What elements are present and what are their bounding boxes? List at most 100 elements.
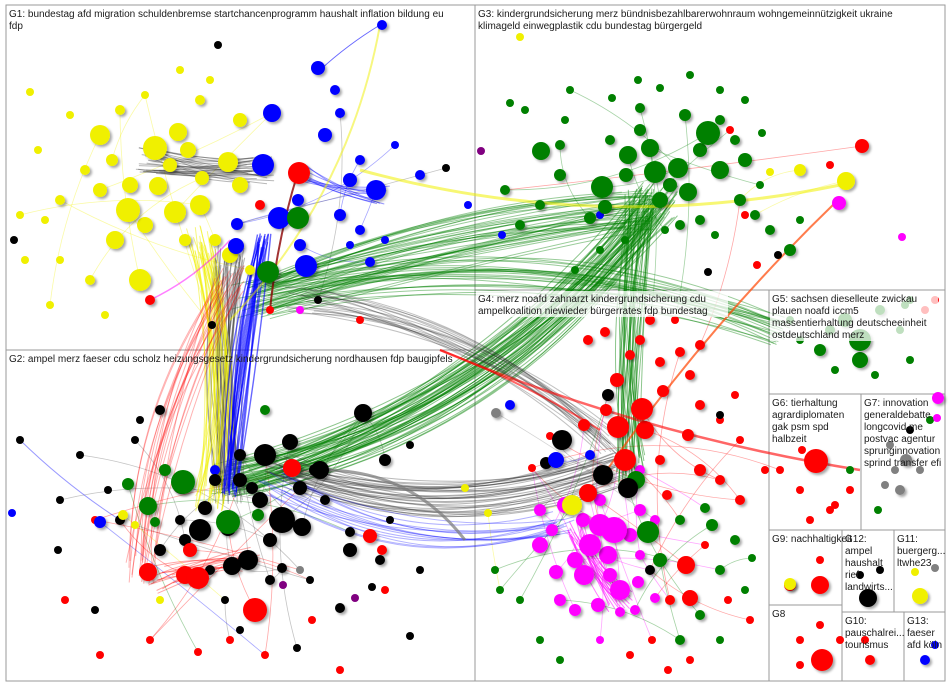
graph-node (816, 621, 824, 629)
graph-node (311, 61, 325, 75)
graph-node (603, 568, 617, 582)
edge-bundle (231, 216, 652, 485)
edge-bundle (143, 287, 241, 580)
graph-node (334, 209, 346, 221)
graph-node (139, 563, 157, 581)
graph-node (734, 194, 746, 206)
graph-node (726, 126, 734, 134)
graph-node (682, 590, 698, 606)
edge-bundle (242, 203, 642, 480)
edge-bundle (232, 198, 653, 476)
graph-node (831, 501, 839, 509)
graph-node (846, 466, 854, 474)
graph-node (784, 244, 796, 256)
graph-node (562, 495, 582, 515)
graph-node (806, 516, 814, 524)
edge-bundle (274, 454, 627, 499)
edge-bundle (618, 189, 655, 482)
edge-bundle (232, 200, 654, 484)
graph-node (585, 450, 595, 460)
graph-node (216, 510, 240, 534)
graph-node (554, 594, 566, 606)
edge-bundle (292, 455, 622, 500)
edge-bundle (282, 472, 575, 534)
label-g7-line-3: longcovid me (864, 422, 923, 433)
edge-bundle (128, 272, 234, 583)
edge-bundle (148, 159, 260, 176)
edge-bundle (152, 557, 236, 577)
graph-node (198, 501, 212, 515)
edge-bundle (153, 287, 239, 584)
graph-node (149, 177, 167, 195)
graph-node (716, 411, 724, 419)
graph-node (636, 421, 654, 439)
graph-node (311, 461, 329, 479)
graph-node (552, 430, 572, 450)
graph-node (535, 200, 545, 210)
label-g3: G3: kindergrundsicherung merz bündnisbez… (478, 9, 893, 32)
edge (214, 469, 249, 561)
graph-node (228, 238, 244, 254)
label-g11-line-3: ltwhe23 (897, 558, 932, 569)
edge-bundle (161, 152, 268, 185)
graph-node (567, 552, 583, 568)
graph-node (618, 478, 638, 498)
edge-bundle (286, 307, 607, 453)
graph-node (146, 636, 154, 644)
graph-node (652, 192, 668, 208)
graph-node (442, 164, 450, 172)
label-g9-line-1: G9: nachhaltigkeit (772, 534, 852, 545)
label-g10-line-3: tourismus (845, 640, 888, 651)
graph-node (933, 414, 941, 422)
graph-node (137, 217, 153, 233)
edge-bundle (269, 228, 650, 320)
edge-bundle (211, 218, 649, 491)
edge-bundle (621, 202, 655, 479)
graph-node (269, 507, 295, 533)
edge-bundle (264, 458, 614, 489)
graph-node (164, 201, 186, 223)
graph-node (139, 497, 157, 515)
graph-node (655, 357, 665, 367)
graph-node (129, 269, 151, 291)
graph-node (556, 656, 564, 664)
graph-node (608, 94, 616, 102)
graph-node (634, 76, 642, 84)
graph-node (898, 233, 906, 241)
edge-long (599, 199, 839, 481)
graph-node (891, 466, 899, 474)
graph-node (756, 181, 764, 189)
edge-bundle (140, 291, 224, 561)
graph-node (90, 125, 110, 145)
graph-node (859, 589, 877, 607)
edge-bundle (280, 490, 558, 541)
label-g6-line-1: G6: tierhaltung (772, 398, 838, 409)
edge-bundle (224, 191, 679, 486)
edge-bundle (294, 454, 593, 489)
graph-node (343, 173, 357, 187)
graph-node (931, 641, 939, 649)
graph-node (593, 465, 613, 485)
edge-bundle (268, 471, 613, 502)
graph-node (335, 603, 345, 613)
graph-node (209, 234, 221, 246)
label-g12-line-4: rief (845, 570, 859, 581)
graph-node (661, 226, 669, 234)
edge-bundle (228, 203, 666, 476)
graph-node (91, 606, 99, 614)
label-g11-line-1: G11: (897, 534, 918, 545)
graph-node (600, 327, 610, 337)
edge-bundle (234, 215, 678, 489)
graph-node (906, 356, 914, 364)
graph-node (798, 446, 806, 454)
edge (317, 112, 343, 301)
graph-node (695, 215, 705, 225)
edge (739, 169, 801, 201)
edge-bundle (195, 246, 227, 497)
graph-node (554, 169, 566, 181)
edge-bundle (270, 494, 556, 549)
graph-node (682, 429, 694, 441)
graph-node (576, 513, 590, 527)
edge-bundle (227, 200, 676, 482)
edge-bundle (301, 294, 599, 452)
